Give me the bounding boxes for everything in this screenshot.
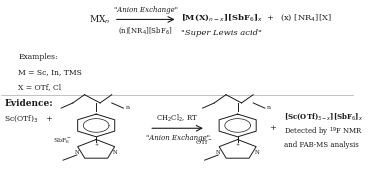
Text: +: + xyxy=(266,14,273,22)
Text: (n)[NR$_4$][SbF$_6$]: (n)[NR$_4$][SbF$_6$] xyxy=(118,26,173,36)
Text: +: + xyxy=(94,142,98,147)
Text: [Sc(OTf)$_{3-x}$][SbF$_6$]$_x$: [Sc(OTf)$_{3-x}$][SbF$_6$]$_x$ xyxy=(284,112,363,122)
Text: N: N xyxy=(255,150,259,155)
Text: +: + xyxy=(270,124,276,132)
Text: Detected by $^{19}$F NMR: Detected by $^{19}$F NMR xyxy=(284,125,363,139)
Text: Evidence:: Evidence: xyxy=(4,99,53,108)
Text: X = OTf, Cl: X = OTf, Cl xyxy=(18,83,62,91)
Text: "Anion Exchange": "Anion Exchange" xyxy=(146,134,209,142)
Text: and FAB-MS analysis: and FAB-MS analysis xyxy=(284,141,358,149)
Text: N: N xyxy=(216,150,221,155)
Text: OTf$^-$: OTf$^-$ xyxy=(195,138,212,146)
Text: "Anion Exchange": "Anion Exchange" xyxy=(114,6,178,14)
Text: Examples:: Examples: xyxy=(18,53,58,61)
Text: +: + xyxy=(45,115,52,123)
Text: "Super Lewis acid": "Super Lewis acid" xyxy=(181,29,262,37)
Text: N: N xyxy=(74,150,79,155)
Text: n: n xyxy=(267,105,271,110)
Text: Sc(OTf)$_3$: Sc(OTf)$_3$ xyxy=(4,113,39,124)
Text: M = Sc, In, TMS: M = Sc, In, TMS xyxy=(18,68,82,76)
Text: CH$_2$Cl$_2$, RT: CH$_2$Cl$_2$, RT xyxy=(156,113,199,125)
Text: N: N xyxy=(113,150,118,155)
Text: (x) [NR$_4$][X]: (x) [NR$_4$][X] xyxy=(280,12,332,23)
Text: SbF$_6^-$: SbF$_6^-$ xyxy=(53,137,72,146)
Text: +: + xyxy=(236,142,240,147)
Text: n: n xyxy=(125,105,129,110)
Text: MX$_n$: MX$_n$ xyxy=(89,13,111,26)
Text: [M(X)$_{n-x}$][SbF$_6$]$_x$: [M(X)$_{n-x}$][SbF$_6$]$_x$ xyxy=(181,12,263,23)
